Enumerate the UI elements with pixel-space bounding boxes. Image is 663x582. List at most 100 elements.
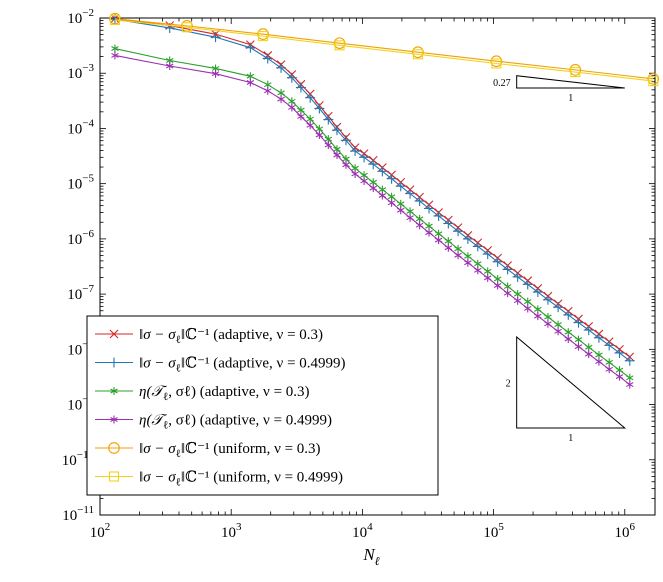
y-tick-exponent: −6 <box>82 228 94 240</box>
slope-rise-label: 2 <box>506 379 511 390</box>
data-point <box>324 141 333 150</box>
legend-label-lead: ‖σ − σ <box>139 470 176 486</box>
data-point <box>245 42 256 53</box>
legend-marker-sample <box>110 415 118 424</box>
data-point <box>605 358 613 367</box>
data-point <box>334 40 345 51</box>
legend-label-norm: ‖ℂ⁻¹ <box>181 470 210 486</box>
data-point <box>181 22 192 33</box>
data-point <box>604 340 615 351</box>
legend-marker-sample <box>110 387 118 395</box>
data-point <box>493 281 502 290</box>
data-point <box>513 296 522 305</box>
data-point <box>569 64 582 76</box>
data-point <box>626 373 634 382</box>
data-point <box>584 343 593 352</box>
data-point <box>563 309 574 320</box>
y-tick-exponent: −4 <box>82 117 94 129</box>
data-point <box>544 319 552 328</box>
x-tick-base: 10 <box>483 525 498 541</box>
data-point <box>573 317 584 328</box>
legend-label-norm: ‖ℂ⁻¹ <box>181 327 210 343</box>
slope-run-label: 1 <box>568 433 573 444</box>
data-point <box>523 304 532 313</box>
data-point <box>425 228 433 237</box>
x-tick-base: 10 <box>221 525 236 541</box>
adaptive-slope-triangle: 21 <box>506 335 627 444</box>
data-point <box>554 320 562 329</box>
slope-triangle-shape <box>516 335 627 429</box>
data-point <box>574 335 583 344</box>
series-layer <box>109 12 660 389</box>
x-axis-title: Nℓ <box>362 545 379 568</box>
legend-marker-sample <box>109 357 119 368</box>
legend-label-tail: (adaptive, ν = 0.4999) <box>196 413 332 429</box>
data-point <box>295 82 306 93</box>
data-point <box>553 302 564 313</box>
data-point <box>333 151 341 160</box>
data-point <box>181 20 193 32</box>
data-point <box>314 103 325 114</box>
legend-label-tail: (adaptive, ν = 0.3) <box>196 384 310 400</box>
y-tick-base: 10 <box>62 453 77 469</box>
x-tick-base: 10 <box>615 525 630 541</box>
legend-label-subscript: ℓ <box>176 448 181 460</box>
legend-entry-3: η(𝒯ℓ, σℓ) (adaptive, ν = 0.3) <box>95 384 310 403</box>
data-point <box>165 62 174 71</box>
legend-marker-sample <box>109 329 119 339</box>
slope-run-label: 1 <box>568 93 573 104</box>
x-tick-base: 10 <box>90 525 105 541</box>
series-5 <box>109 12 660 85</box>
data-point <box>523 297 532 306</box>
legend-entry-6: ‖σ − σℓ‖ℂ⁻¹ (uniform, ν = 0.4999) <box>95 470 343 489</box>
data-point <box>297 112 305 121</box>
legend-label-tail: (adaptive, ν = 0.4999) <box>210 356 346 372</box>
x-tick-exponent: 3 <box>236 521 242 533</box>
y-tick-label: 10−5 <box>67 173 94 193</box>
data-point <box>490 55 503 68</box>
data-point <box>350 146 361 157</box>
data-point <box>647 73 660 85</box>
data-point <box>614 347 625 358</box>
legend-label-lead: ‖σ − σ <box>139 441 176 457</box>
x-axis-title-main: N <box>362 545 376 564</box>
plot-frame <box>99 17 656 516</box>
data-point <box>387 198 396 207</box>
data-point <box>491 58 502 69</box>
series-3 <box>111 44 634 382</box>
legend-label-norm: ‖ℂ⁻¹ <box>181 356 210 372</box>
y-tick-base: 10 <box>67 11 82 27</box>
y-tick-label: 10−6 <box>67 228 94 248</box>
series-4 <box>111 51 634 389</box>
data-point <box>574 342 583 351</box>
data-point <box>359 152 370 163</box>
data-point <box>532 287 543 298</box>
legend-label: ‖σ − σℓ‖ℂ⁻¹ (adaptive, ν = 0.4999) <box>139 356 346 375</box>
legend-box <box>86 315 439 496</box>
data-point <box>472 241 483 252</box>
legend-label-lead: η(𝒯 <box>139 413 167 429</box>
data-point <box>360 176 368 185</box>
data-point <box>258 31 269 42</box>
legend-label-tail: (uniform, ν = 0.3) <box>210 441 321 457</box>
data-point <box>605 365 613 374</box>
data-point <box>534 312 542 321</box>
data-point <box>406 213 414 222</box>
data-point <box>454 251 462 260</box>
data-point <box>648 76 659 87</box>
x-tick-exponent: 4 <box>367 521 373 533</box>
data-point <box>512 271 523 282</box>
legend-label-norm: , σℓ) <box>168 384 196 400</box>
data-point <box>315 131 324 140</box>
legend-entry-5: ‖σ − σℓ‖ℂ⁻¹ (uniform, ν = 0.3) <box>95 441 321 460</box>
data-point <box>482 249 493 260</box>
y-tick-base: 10 <box>67 398 82 414</box>
data-point <box>462 233 473 244</box>
legend-label-lead: ‖σ − σ <box>139 356 176 372</box>
data-point <box>542 294 553 305</box>
data-point <box>554 327 562 336</box>
x-tick-label: 106 <box>615 521 636 541</box>
legend-label: η(𝒯ℓ, σℓ) (adaptive, ν = 0.4999) <box>139 413 332 432</box>
data-point <box>323 114 334 125</box>
